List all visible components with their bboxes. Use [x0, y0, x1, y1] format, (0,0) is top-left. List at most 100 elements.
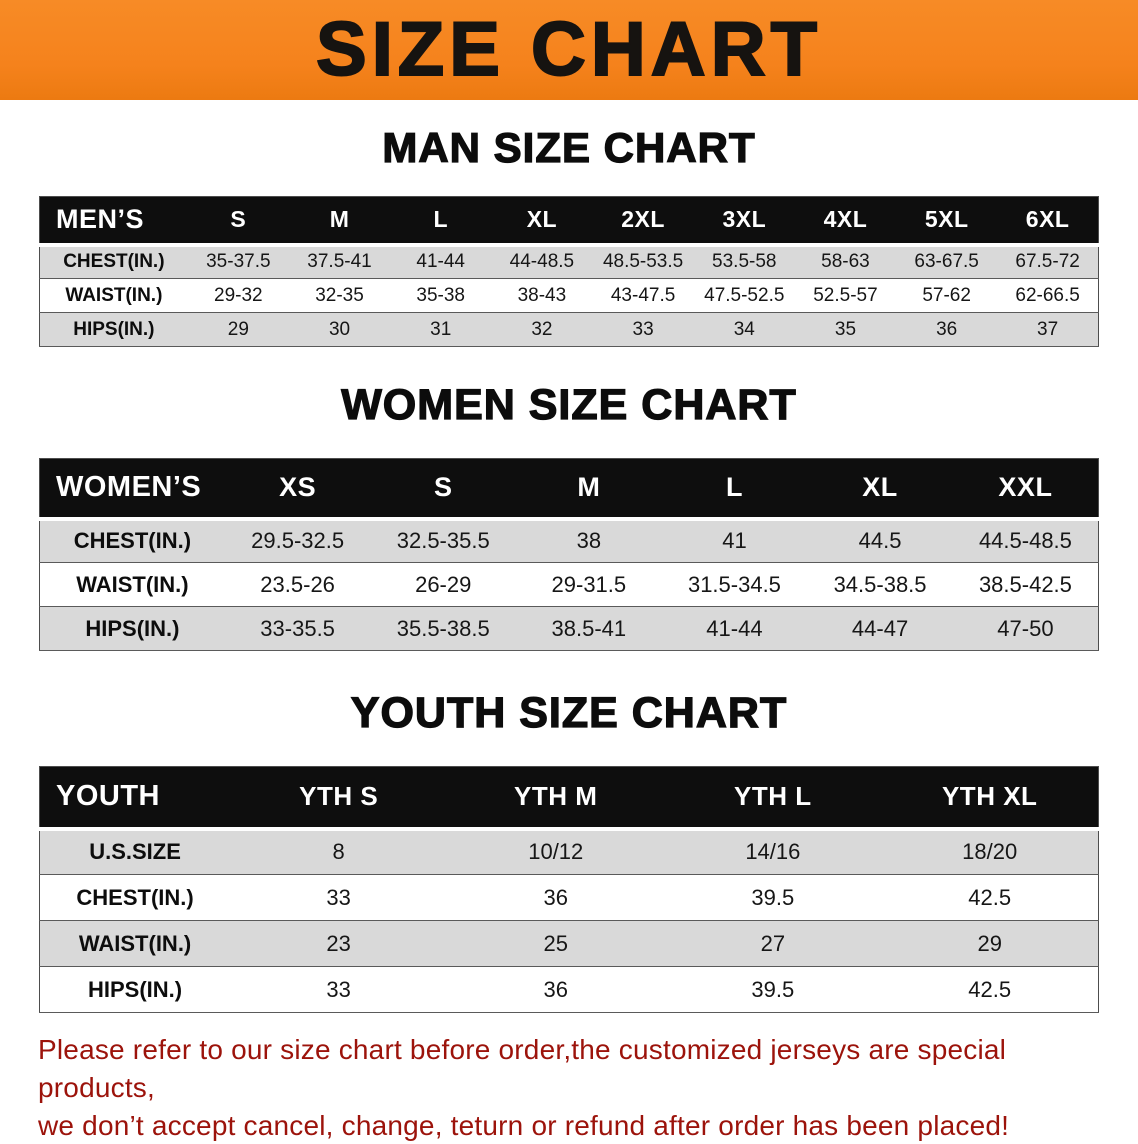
size-value-cell: 38-43 — [517, 284, 567, 306]
size-value-cell: 48.5-53.5 — [602, 251, 684, 273]
header-row: YOUTH YTH S YTH M YTH L YTH XL — [39, 766, 1099, 831]
table-title-cell: WOMEN’S — [39, 458, 225, 521]
row-label-cell: HIPS(IN.) — [85, 615, 180, 641]
table-row: CHEST(IN.) 35-37.5 37.5-41 41-44 44-48.5 48.5… — [39, 244, 1099, 279]
row-label-cell: CHEST(IN.) — [73, 528, 192, 554]
size-value-cell: 18/20 — [962, 839, 1018, 865]
size-value-cell: 35-38 — [416, 284, 466, 306]
size-value-cell: 14/16 — [745, 839, 801, 865]
size-value-cell: 32-35 — [315, 284, 364, 306]
size-value-cell: 33 — [326, 976, 351, 1002]
size-value-cell: 39.5 — [751, 976, 795, 1002]
size-header-cell: 4XL — [794, 196, 897, 247]
size-value-cell: 31.5-34.5 — [687, 571, 781, 597]
size-header-cell: M — [288, 196, 391, 247]
women-section: WOMEN SIZE CHART WOMEN’S XS S M L XL XXL CHEST(… — [0, 380, 1138, 651]
header-row: WOMEN’S XS S M L XL XXL — [39, 458, 1099, 521]
size-value-cell: 35-37.5 — [206, 251, 271, 273]
banner: SIZE CHART — [0, 0, 1138, 100]
row-label-cell: CHEST(IN.) — [63, 251, 165, 273]
size-value-cell: 29.5-32.5 — [251, 528, 345, 554]
size-value-cell: 53.5-58 — [712, 251, 777, 273]
size-value-cell: 39.5 — [751, 884, 795, 910]
table-row: HIPS(IN.) 33-35.5 35.5-38.5 38.5-41 41-44 44-… — [39, 606, 1099, 651]
size-header-cell: YTH XL — [881, 766, 1099, 831]
size-header-cell: 2XL — [592, 196, 694, 247]
size-value-cell: 36 — [936, 318, 958, 340]
women-size-table: WOMEN’S XS S M L XL XXL CHEST(IN.) 29.5-32.5 32.5… — [39, 458, 1099, 651]
table-row: U.S.SIZE 8 10/12 14/16 18/20 — [39, 828, 1099, 875]
women-section-heading: WOMEN SIZE CHART — [341, 380, 797, 429]
size-header-cell: L — [390, 196, 492, 247]
men-section: MAN SIZE CHART MEN’S S M L XL 2XL 3XL 4XL 5XL 6XL… — [0, 123, 1138, 347]
table-title-cell: MEN’S — [39, 196, 188, 247]
table-row: CHEST(IN.) 29.5-32.5 32.5-35.5 38 41 44.5 44.5… — [39, 518, 1099, 563]
size-value-cell: 44-47 — [851, 615, 909, 641]
row-label-cell: HIPS(IN.) — [73, 318, 155, 340]
size-value-cell: 29-31.5 — [551, 571, 627, 597]
size-value-cell: 37 — [1037, 318, 1059, 340]
size-value-cell: 32.5-35.5 — [396, 528, 490, 554]
row-label-cell: CHEST(IN.) — [76, 884, 194, 910]
size-value-cell: 33 — [632, 318, 654, 340]
table-row: HIPS(IN.) 29 30 31 32 33 34 35 36 37 — [39, 312, 1099, 347]
size-value-cell: 29 — [227, 318, 249, 340]
table-title-cell: YOUTH — [39, 766, 231, 831]
notice-line-2: we don’t accept cancel, change, teturn o… — [38, 1109, 1010, 1141]
size-value-cell: 52.5-57 — [813, 284, 878, 306]
size-value-cell: 23.5-26 — [260, 571, 335, 597]
row-label-cell: HIPS(IN.) — [87, 976, 183, 1002]
size-value-cell: 35.5-38.5 — [396, 615, 490, 641]
header-row: MEN’S S M L XL 2XL 3XL 4XL 5XL 6XL — [39, 196, 1099, 247]
size-value-cell: 36 — [543, 884, 568, 910]
size-value-cell: 23 — [326, 930, 351, 956]
size-header-cell: 5XL — [896, 196, 998, 247]
size-value-cell: 47.5-52.5 — [704, 284, 785, 306]
table-row: WAIST(IN.) 29-32 32-35 35-38 38-43 43-47.5 47.… — [39, 278, 1099, 313]
size-value-cell: 38 — [576, 528, 602, 554]
size-value-cell: 62-66.5 — [1015, 284, 1080, 306]
size-value-cell: 25 — [543, 930, 568, 956]
size-header-cell: L — [661, 458, 808, 521]
size-header-cell: S — [187, 196, 289, 247]
footer-notice: Please refer to our size chart before or… — [0, 1031, 1138, 1144]
youth-section-heading: YOUTH SIZE CHART — [350, 688, 788, 737]
size-value-cell: 35 — [834, 318, 857, 340]
row-label-cell: U.S.SIZE — [89, 839, 181, 865]
size-header-cell: 3XL — [693, 196, 795, 247]
row-label-cell: WAIST(IN.) — [76, 571, 189, 597]
size-header-cell: XL — [491, 196, 593, 247]
size-value-cell: 63-67.5 — [914, 251, 979, 273]
size-value-cell: 10/12 — [528, 839, 584, 865]
size-value-cell: 38.5-42.5 — [978, 571, 1072, 597]
size-value-cell: 44-48.5 — [509, 251, 575, 273]
size-value-cell: 29-32 — [214, 284, 263, 306]
size-value-cell: 47-50 — [997, 615, 1054, 641]
table-row: WAIST(IN.) 23.5-26 26-29 29-31.5 31.5-34.5 34… — [39, 562, 1099, 607]
size-value-cell: 37.5-41 — [307, 251, 372, 273]
youth-section: YOUTH SIZE CHART YOUTH YTH S YTH M YTH L YTH… — [0, 688, 1138, 1013]
size-value-cell: 41-44 — [706, 615, 763, 641]
size-header-cell: XL — [807, 458, 953, 521]
row-label-cell: WAIST(IN.) — [65, 284, 163, 306]
size-value-cell: 41-44 — [416, 251, 466, 273]
table-row: CHEST(IN.) 33 36 39.5 42.5 — [39, 874, 1099, 921]
size-header-cell: S — [370, 458, 517, 521]
size-value-cell: 33 — [326, 884, 351, 910]
notice-line-1: Please refer to our size chart before or… — [38, 1034, 1007, 1103]
size-value-cell: 34.5-38.5 — [833, 571, 927, 597]
size-value-cell: 58-63 — [821, 251, 870, 273]
youth-size-table: YOUTH YTH S YTH M YTH L YTH XL U.S.SIZE 8 10/12… — [39, 766, 1099, 1013]
size-value-cell: 29 — [977, 930, 1002, 956]
size-value-cell: 33-35.5 — [260, 615, 335, 641]
size-value-cell: 44.5 — [858, 528, 902, 554]
size-value-cell: 36 — [543, 976, 568, 1002]
size-value-cell: 34 — [733, 318, 755, 340]
size-value-cell: 32 — [531, 318, 553, 340]
size-header-cell: XS — [224, 458, 371, 521]
size-header-cell: YTH S — [230, 766, 448, 831]
size-value-cell: 41 — [722, 528, 747, 554]
size-header-cell: YTH L — [664, 766, 882, 831]
size-value-cell: 31 — [430, 318, 452, 340]
